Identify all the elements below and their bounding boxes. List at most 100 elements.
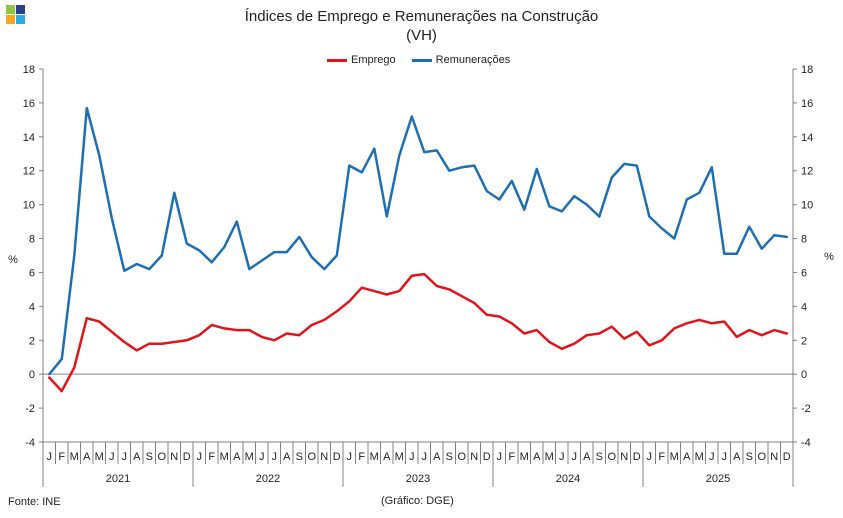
x-month-label: F xyxy=(358,451,365,463)
y-tick-label-right: 6 xyxy=(801,267,807,279)
x-month-label: O xyxy=(607,451,616,463)
legend-item-remuneracoes: Remunerações xyxy=(411,54,511,66)
x-month-label: D xyxy=(483,451,491,463)
x-month-label: A xyxy=(533,451,541,463)
y-tick-label-right: 12 xyxy=(801,166,813,178)
x-month-label: J xyxy=(709,451,715,463)
x-month-label: F xyxy=(508,451,515,463)
x-month-label: F xyxy=(58,451,65,463)
x-month-label: J xyxy=(109,451,115,463)
y-tick-label-right: 2 xyxy=(801,335,807,347)
x-month-label: J xyxy=(47,451,53,463)
x-month-label: D xyxy=(333,451,341,463)
y-tick-label-right: -2 xyxy=(801,403,811,415)
y-tick-label-right: 0 xyxy=(801,369,807,381)
x-month-label: S xyxy=(746,451,753,463)
x-month-label: J xyxy=(122,451,128,463)
y-tick-label-left: 16 xyxy=(23,98,35,110)
x-month-label: D xyxy=(783,451,791,463)
y-tick-label-right: 4 xyxy=(801,301,807,313)
chart-title: Índices de Emprego e Remunerações na Con… xyxy=(244,8,599,25)
y-tick-label-left: 0 xyxy=(29,369,35,381)
x-month-label: J xyxy=(722,451,728,463)
x-month-label: N xyxy=(320,451,328,463)
x-month-label: M xyxy=(370,451,379,463)
ine-logo xyxy=(6,5,25,24)
x-month-label: J xyxy=(572,451,578,463)
x-month-label: O xyxy=(757,451,766,463)
x-month-label: F xyxy=(658,451,665,463)
legend-item-emprego: Emprego xyxy=(327,54,396,66)
series-line-remuneracoes xyxy=(48,106,789,376)
legend-label-emprego: Emprego xyxy=(351,54,396,66)
x-month-label: A xyxy=(83,451,91,463)
y-tick-label-left: 10 xyxy=(23,200,35,212)
x-month-label: J xyxy=(409,451,415,463)
x-month-label: N xyxy=(620,451,628,463)
x-month-label: M xyxy=(70,451,79,463)
x-month-label: N xyxy=(770,451,778,463)
y-tick-label-right: 16 xyxy=(801,98,813,110)
y-tick-label-right: 8 xyxy=(801,234,807,246)
x-month-label: M xyxy=(220,451,229,463)
x-month-label: M xyxy=(670,451,679,463)
x-year-label: 2022 xyxy=(256,473,280,485)
x-month-label: J xyxy=(422,451,428,463)
y-tick-label-right: 14 xyxy=(801,132,813,144)
x-month-label: A xyxy=(583,451,591,463)
legend-swatch-remuneracoes xyxy=(411,58,432,62)
logo-square-green xyxy=(6,5,15,14)
x-month-label: F xyxy=(208,451,215,463)
x-month-label: M xyxy=(95,451,104,463)
x-month-label: M xyxy=(520,451,529,463)
x-month-label: O xyxy=(307,451,316,463)
x-month-label: M xyxy=(545,451,554,463)
x-month-label: D xyxy=(183,451,191,463)
x-year-label: 2024 xyxy=(556,473,580,485)
x-month-label: N xyxy=(470,451,478,463)
x-month-label: J xyxy=(197,451,203,463)
x-month-label: A xyxy=(383,451,391,463)
x-month-label: O xyxy=(457,451,466,463)
logo-square-navy xyxy=(16,5,25,14)
legend-label-remuneracoes: Remunerações xyxy=(435,54,511,66)
y-tick-label-left: 8 xyxy=(29,234,35,246)
x-month-label: A xyxy=(133,451,141,463)
x-year-label: 2021 xyxy=(106,473,130,485)
y-tick-label-left: -4 xyxy=(25,437,35,449)
y-axis-label-right: % xyxy=(824,251,834,263)
x-year-label: 2025 xyxy=(706,473,730,485)
chart-subtitle: (VH) xyxy=(406,27,437,44)
y-tick-label-right: 10 xyxy=(801,200,813,212)
legend-swatch-emprego xyxy=(327,58,347,62)
source-note: Fonte: INE xyxy=(8,496,61,508)
x-month-label: S xyxy=(446,451,453,463)
y-axis-label-left: % xyxy=(8,254,18,266)
x-month-label: N xyxy=(170,451,178,463)
y-tick-label-left: 18 xyxy=(23,64,35,76)
x-month-label: J xyxy=(347,451,353,463)
x-month-label: J xyxy=(259,451,265,463)
x-month-label: D xyxy=(633,451,641,463)
x-year-label: 2023 xyxy=(406,473,430,485)
logo-square-orange xyxy=(6,15,15,24)
x-month-label: O xyxy=(157,451,166,463)
y-tick-label-left: 4 xyxy=(29,301,35,313)
graphic-credit: (Gráfico: DGE) xyxy=(381,495,454,507)
x-month-label: S xyxy=(296,451,303,463)
chart-legend: Emprego Remunerações xyxy=(327,54,526,66)
x-month-label: S xyxy=(596,451,603,463)
y-tick-label-right: 18 xyxy=(801,64,813,76)
y-tick-label-left: 2 xyxy=(29,335,35,347)
x-month-label: J xyxy=(272,451,278,463)
series-line-emprego xyxy=(48,272,789,393)
x-month-label: J xyxy=(559,451,565,463)
logo-square-blue xyxy=(16,15,25,24)
y-tick-label-left: 14 xyxy=(23,132,35,144)
y-tick-label-left: 12 xyxy=(23,166,35,178)
x-month-label: J xyxy=(647,451,653,463)
x-month-label: J xyxy=(497,451,503,463)
x-month-label: A xyxy=(683,451,691,463)
y-tick-label-left: -2 xyxy=(25,403,35,415)
